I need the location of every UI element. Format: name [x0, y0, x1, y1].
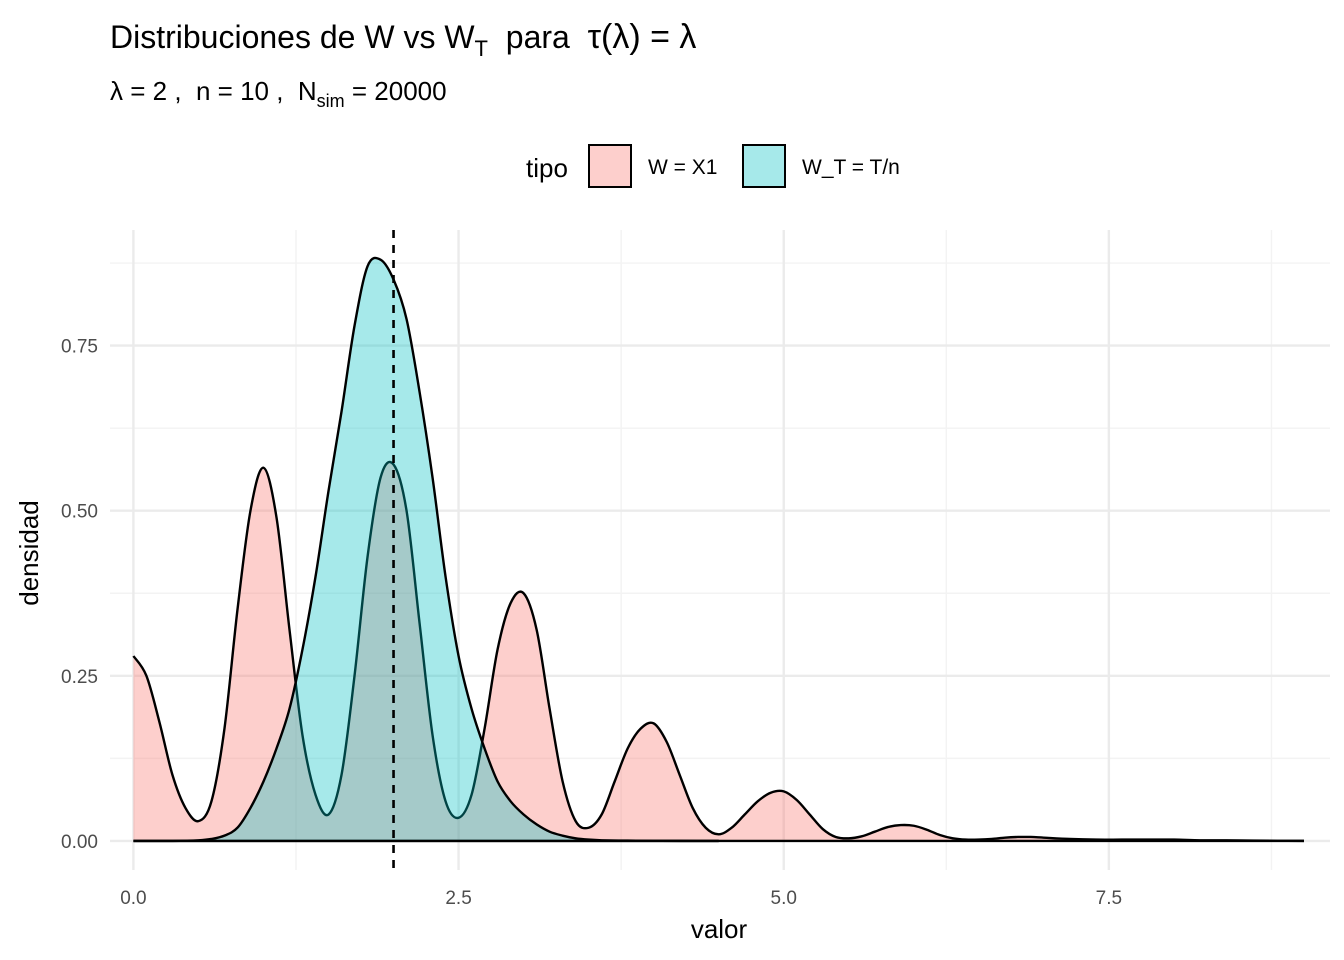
subtitle-main: λ = 2 , n = 10 , N — [110, 76, 317, 106]
x-axis-ticks: 0.0 2.5 5.0 7.5 — [120, 888, 1122, 909]
legend-label-wt: W_T = T/n — [802, 156, 900, 179]
x-tick-label: 5.0 — [771, 888, 797, 909]
x-tick-label: 7.5 — [1096, 888, 1122, 909]
density-area-w — [133, 461, 1304, 841]
y-tick-label: 0.75 — [61, 337, 98, 358]
x-tick-label: 0.0 — [120, 888, 146, 909]
legend-key-wt — [742, 144, 786, 188]
legend-label-w: W = X1 — [648, 156, 717, 179]
density-area-w-outline — [132, 460, 1304, 843]
title-math: τ(λ) = λ — [588, 18, 697, 56]
title-subscript: T — [475, 36, 488, 61]
x-tick-label: 2.5 — [445, 888, 471, 909]
legend-key-w — [588, 144, 632, 188]
y-tick-label: 0.50 — [61, 502, 98, 523]
y-axis-title: densidad — [14, 500, 44, 606]
chart-title: Distribuciones de W vs WT para τ(λ) = λ — [110, 18, 696, 61]
density-area-wt — [133, 257, 719, 841]
chart-subtitle: λ = 2 , n = 10 , Nsim = 20000 — [110, 76, 447, 111]
subtitle-rest: = 20000 — [345, 76, 447, 106]
x-axis-title: valor — [691, 914, 748, 944]
y-tick-label: 0.00 — [61, 832, 98, 853]
legend-title: tipo — [526, 153, 568, 183]
subtitle-subscript: sim — [317, 91, 345, 111]
title-main: Distribuciones de W vs W — [110, 19, 475, 55]
title-connector: para — [488, 19, 588, 55]
plot-panel — [110, 230, 1330, 870]
density-areas — [132, 256, 1304, 843]
y-axis-ticks: 0.00 0.25 0.50 0.75 — [61, 337, 98, 853]
legend: tipo W = X1 W_T = T/n — [526, 144, 900, 188]
y-tick-label: 0.25 — [61, 667, 98, 688]
density-area-wt-outline — [133, 256, 719, 843]
